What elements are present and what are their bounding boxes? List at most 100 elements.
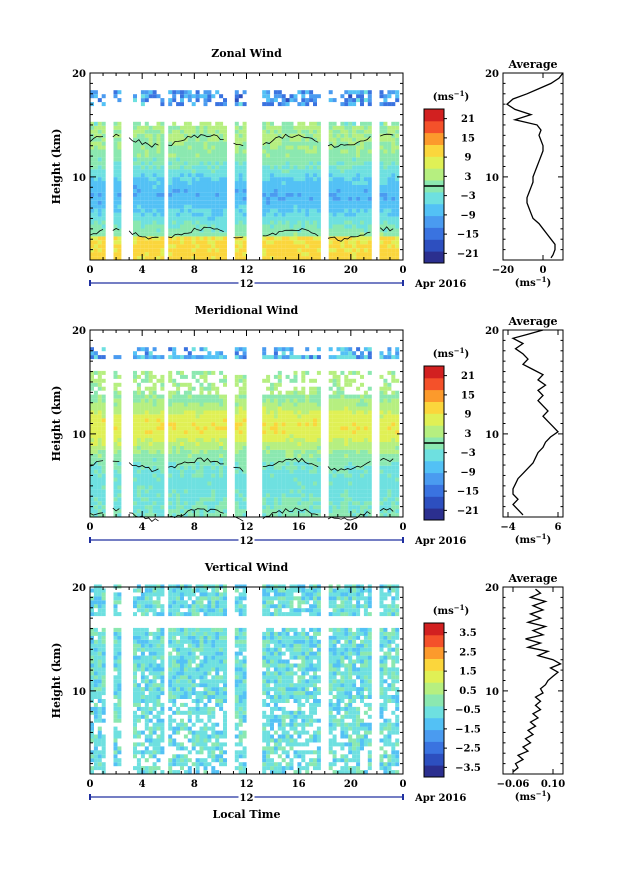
x-tick-label: 20 (344, 522, 358, 533)
profile-x-label-close: ) (546, 792, 551, 803)
x-tick-label: 0 (400, 522, 407, 533)
y-tick-label: 10 (72, 173, 86, 184)
profile-x-tick-label: 0.10 (541, 779, 565, 790)
x-tick-label: 0 (87, 265, 94, 276)
profile-x-label-text: (ms (515, 535, 536, 546)
colorbar-swatch (424, 508, 444, 521)
colorbar-swatch (424, 741, 444, 754)
profile-title: Average (507, 572, 557, 585)
profile-y-tick-label: 10 (485, 430, 499, 441)
x-axis: 0 4 8 12 16 20 0 (87, 73, 407, 276)
profile-x-label-close: ) (546, 535, 551, 546)
colorbar-tick-label: −15 (457, 487, 479, 498)
profile-panel: Average 10 20 −4 6 (ms−1) (485, 315, 564, 546)
colorbar: (ms−1) 21 15 9 3 −3 −9 −15 −21 (423, 89, 479, 264)
colorbar-swatch (424, 251, 444, 264)
colorbar-swatch (424, 496, 444, 509)
date-marker: 12 (240, 279, 254, 290)
colorbar-tick-label: −3 (460, 191, 475, 202)
date-marker-bg (238, 792, 255, 802)
profile-y-tick-label: 20 (485, 583, 499, 594)
x-tick-label: 8 (191, 265, 198, 276)
x-tick-label: 16 (292, 265, 306, 276)
profile-y-tick-label: 20 (485, 69, 499, 80)
profile-y-tick-label: 20 (485, 326, 499, 337)
colorbar-swatch (424, 132, 444, 145)
profile-x-tick-label: 0 (540, 265, 547, 276)
colorbar-swatch (424, 682, 444, 695)
colorbar-swatch (424, 227, 444, 240)
profile-x-tick-label: 6 (555, 522, 562, 533)
colorbar-tick-label: −9 (460, 210, 475, 221)
profile-line (511, 329, 559, 516)
colorbar-swatch (424, 413, 444, 426)
panel-zonal: Zonal Wind 0 4 8 12 16 20 0 12 Apr 2016 10 20 Height… (50, 47, 564, 290)
x-tick-label: 4 (139, 522, 146, 533)
colorbar-unit: (ms−1) (433, 346, 469, 360)
colorbar-tick-label: 1.5 (459, 667, 476, 678)
profile-x-label-sup: −1 (536, 532, 547, 541)
x-tick-label: 12 (240, 779, 254, 790)
colorbar-unit-text: (ms (433, 92, 454, 103)
profile-x-label: (ms−1) (515, 275, 551, 289)
colorbar-swatch (424, 634, 444, 648)
panel-vert: Vertical Wind 0 4 8 12 16 20 0 12 Apr 2016 10 20 Hei… (50, 561, 565, 821)
colorbar-tick-label: −3.5 (455, 763, 481, 774)
colorbar-swatch (424, 765, 444, 778)
date-bar: 12 Apr 2016 (89, 278, 466, 290)
profile-x-label-text: (ms (515, 278, 536, 289)
x-axis: 0 4 8 12 16 20 0 (87, 330, 407, 533)
colorbar-swatch (424, 168, 444, 181)
y-tick-label: 20 (72, 326, 86, 337)
date-marker: 12 (240, 536, 254, 547)
x-axis-label: Local Time (213, 808, 281, 821)
colorbar-swatch (424, 239, 444, 252)
profile-x-tick-label: −20 (492, 265, 514, 276)
date-marker-bg (238, 535, 255, 545)
colorbar-tick-label: −1.5 (455, 724, 481, 735)
profile-frame (502, 72, 564, 261)
colorbar-unit-sup: −1 (454, 89, 465, 98)
x-tick-label: 0 (400, 265, 407, 276)
y-axis: 10 20 Height (km) (50, 326, 403, 518)
profile-x-tick-label: −4 (500, 522, 515, 533)
colorbar-swatch (424, 366, 444, 379)
colorbar-unit-sup: −1 (454, 346, 465, 355)
colorbar-swatch (424, 109, 444, 122)
colorbar-unit-sup: −1 (454, 603, 465, 612)
profile-x-label-sup: −1 (536, 275, 547, 284)
colorbar-unit: (ms−1) (433, 603, 469, 617)
profile-x-label: (ms−1) (515, 789, 551, 803)
colorbar-swatch (424, 191, 444, 205)
panel-title: Vertical Wind (204, 561, 289, 574)
panel-merid: Meridional Wind 0 4 8 12 16 20 0 12 Apr 2016 10 20 H… (50, 304, 564, 547)
colorbar-swatch (424, 472, 444, 485)
colorbar-swatch (424, 670, 444, 683)
colorbar-frame (423, 622, 445, 778)
panel-title: Meridional Wind (195, 304, 299, 317)
profile-x-tick-label: −0.06 (497, 779, 530, 790)
colorbar-swatch (424, 425, 444, 438)
colorbar-swatch (424, 717, 444, 731)
x-tick-label: 8 (191, 522, 198, 533)
colorbar-tick-label: −0.5 (455, 705, 481, 716)
colorbar-tick-label: 15 (461, 390, 475, 401)
colorbar-swatch (424, 694, 444, 707)
colorbar-tick-label: 21 (461, 371, 475, 382)
month-label: Apr 2016 (414, 279, 466, 290)
x-tick-label: 12 (240, 522, 254, 533)
colorbar-tick-label: 3 (465, 172, 472, 183)
colorbar-tick-label: −15 (457, 230, 479, 241)
colorbar-swatch (424, 753, 444, 766)
colorbar-swatch (424, 389, 444, 402)
y-tick-label: 20 (72, 69, 86, 80)
profile-x-label-sup: −1 (536, 789, 547, 798)
colorbar-tick-label: 15 (461, 133, 475, 144)
colorbar-swatch (424, 401, 444, 414)
y-axis-label: Height (km) (50, 129, 63, 205)
date-bar: 12 Apr 2016 (89, 535, 466, 547)
date-marker-bg (238, 278, 255, 288)
